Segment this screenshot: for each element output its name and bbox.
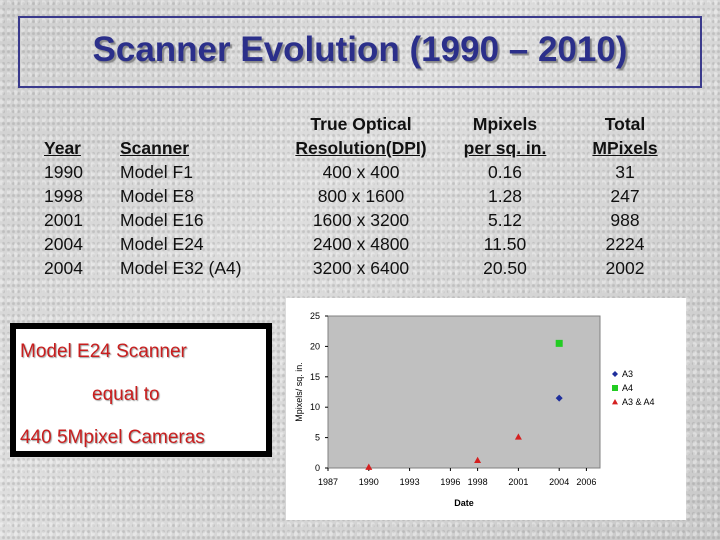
y-axis-label: Mpixels/ sq. in.	[294, 362, 304, 422]
x-tick-label: 1998	[468, 477, 488, 487]
chart-panel: 0 5 10 15 20 25 1987 1990 1993 1996 1998 2001 2004 20…	[286, 298, 686, 520]
resolution-cell: 1600 x 3200	[312, 210, 410, 230]
slide-title: Scanner Evolution (1990 – 2010)	[92, 30, 628, 69]
data-point	[365, 463, 373, 470]
x-tick-label: 2001	[508, 477, 528, 487]
scanner-cell: Model E32 (A4)	[120, 258, 242, 278]
year-header: Year	[44, 138, 81, 158]
total-column: Total MPixels 31 247 988 2224 2002	[580, 112, 670, 280]
scanner-cell: Model E24	[120, 234, 204, 254]
x-tick-label: 1990	[359, 477, 379, 487]
total-header-line2: MPixels	[592, 138, 658, 158]
y-tick-label: 25	[310, 311, 320, 321]
year-column: Year 1990 1998 2001 2004 2004	[44, 112, 83, 280]
scanner-header: Scanner	[120, 138, 190, 158]
year-cell: 2001	[44, 210, 83, 230]
callout-line2: equal to	[92, 384, 160, 405]
x-axis-label: Date	[454, 498, 474, 508]
resolution-cell: 400 x 400	[322, 162, 400, 182]
legend-label: A4	[622, 383, 633, 393]
resolution-cell: 2400 x 4800	[312, 234, 410, 254]
year-cell: 2004	[44, 258, 83, 278]
y-tick-label: 5	[315, 433, 320, 443]
resolution-cell: 800 x 1600	[317, 186, 405, 206]
title-frame	[18, 16, 702, 88]
total-cell: 988	[610, 210, 640, 230]
year-cell: 2004	[44, 234, 83, 254]
data-point	[514, 433, 522, 440]
year-cell: 1990	[44, 162, 83, 182]
total-cell: 2224	[605, 234, 645, 254]
resolution-column: True Optical Resolution(DPI) 400 x 400 8…	[286, 112, 436, 280]
y-tick-label: 0	[315, 463, 320, 473]
data-point	[555, 339, 563, 347]
mpixels-header-line2: per sq. in.	[463, 138, 547, 158]
mpixels-header-line1: Mpixels	[472, 114, 538, 134]
x-tick-label: 2006	[576, 477, 596, 487]
callout-box: Model E24 Scanner equal to 440 5Mpixel C…	[10, 323, 272, 457]
data-point	[555, 394, 563, 402]
mpixels-cell: 20.50	[483, 258, 527, 278]
scanner-cell: Model E8	[120, 186, 194, 206]
mpixels-cell: 5.12	[487, 210, 523, 230]
legend-marker	[612, 399, 618, 405]
total-cell: 31	[615, 162, 635, 182]
resolution-header-line1: True Optical	[310, 114, 412, 134]
legend-marker	[612, 385, 618, 391]
y-tick-label: 15	[310, 372, 320, 382]
resolution-cell: 3200 x 6400	[312, 258, 410, 278]
legend-label: A3	[622, 369, 633, 379]
scanner-cell: Model F1	[120, 162, 193, 182]
scanner-cell: Model E16	[120, 210, 204, 230]
legend-label: A3 & A4	[622, 397, 655, 407]
plot-area	[327, 315, 601, 469]
total-cell: 247	[610, 186, 640, 206]
mpixels-cell: 1.28	[487, 186, 523, 206]
data-point	[474, 456, 482, 464]
scanner-column: Scanner Model F1 Model E8 Model E16 Mode…	[120, 112, 242, 280]
year-cell: 1998	[44, 186, 83, 206]
x-tick-label: 1996	[440, 477, 460, 487]
scatter-chart: 0 5 10 15 20 25 1987 1990 1993 1996 1998 2001 2004 20…	[294, 311, 655, 508]
legend-marker	[612, 371, 618, 377]
mpixels-cell: 11.50	[483, 234, 527, 254]
y-tick-label: 10	[310, 402, 320, 412]
total-cell: 2002	[605, 258, 645, 278]
total-header-line1: Total	[604, 114, 646, 134]
callout-line3: 440 5Mpixel Cameras	[20, 427, 205, 448]
callout-line1: Model E24 Scanner	[20, 341, 187, 362]
x-tick-label: 1987	[318, 477, 338, 487]
x-tick-label: 1993	[400, 477, 420, 487]
mpixels-cell: 0.16	[487, 162, 523, 182]
resolution-header-line2: Resolution(DPI)	[295, 138, 427, 158]
y-tick-label: 20	[310, 341, 320, 351]
mpixels-column: Mpixels per sq. in. 0.16 1.28 5.12 11.50…	[456, 112, 554, 280]
x-tick-label: 2004	[549, 477, 569, 487]
